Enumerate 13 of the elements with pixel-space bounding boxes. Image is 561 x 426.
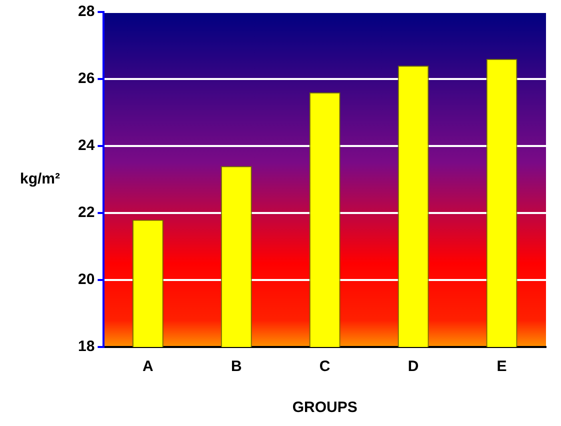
x-tick-label: B	[230, 358, 242, 376]
y-tick-label: 28	[78, 3, 95, 20]
y-tick-label: 22	[78, 204, 95, 222]
x-tick-label: E	[496, 358, 507, 376]
y-tick-label: 20	[78, 271, 95, 288]
y-tick-label: 26	[78, 70, 95, 88]
x-tick-label: C	[319, 358, 330, 376]
y-tick-label: 24	[78, 137, 96, 154]
x-tick-label: A	[142, 358, 154, 376]
x-tick-label: D	[408, 358, 419, 376]
y-axis-title: kg/m²	[20, 170, 60, 188]
x-axis-title: GROUPS	[292, 399, 358, 416]
y-tick-label: 18	[78, 338, 95, 356]
